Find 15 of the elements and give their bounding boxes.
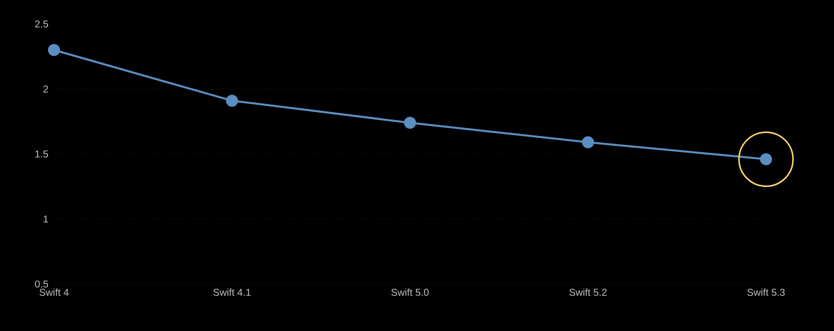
x-tick-label: Swift 5.0 <box>391 288 429 296</box>
x-tick-label: Swift 4 <box>40 288 69 296</box>
point <box>48 44 60 56</box>
y-tick-label: 0.5 <box>35 280 48 288</box>
x-tick-label: Swift 5.3 <box>747 288 785 296</box>
point <box>582 136 594 148</box>
y-tick-label: 1 <box>44 216 48 222</box>
point <box>760 153 772 166</box>
point <box>404 116 416 129</box>
x-tick-label: Swift 5.2 <box>569 288 607 296</box>
point <box>226 94 238 107</box>
x-tick-label: Swift 4.1 <box>213 288 251 296</box>
y-tick-label: 2.5 <box>35 20 48 28</box>
y-tick-label: 2 <box>43 86 48 92</box>
y-tick-label: 1.5 <box>35 150 48 158</box>
